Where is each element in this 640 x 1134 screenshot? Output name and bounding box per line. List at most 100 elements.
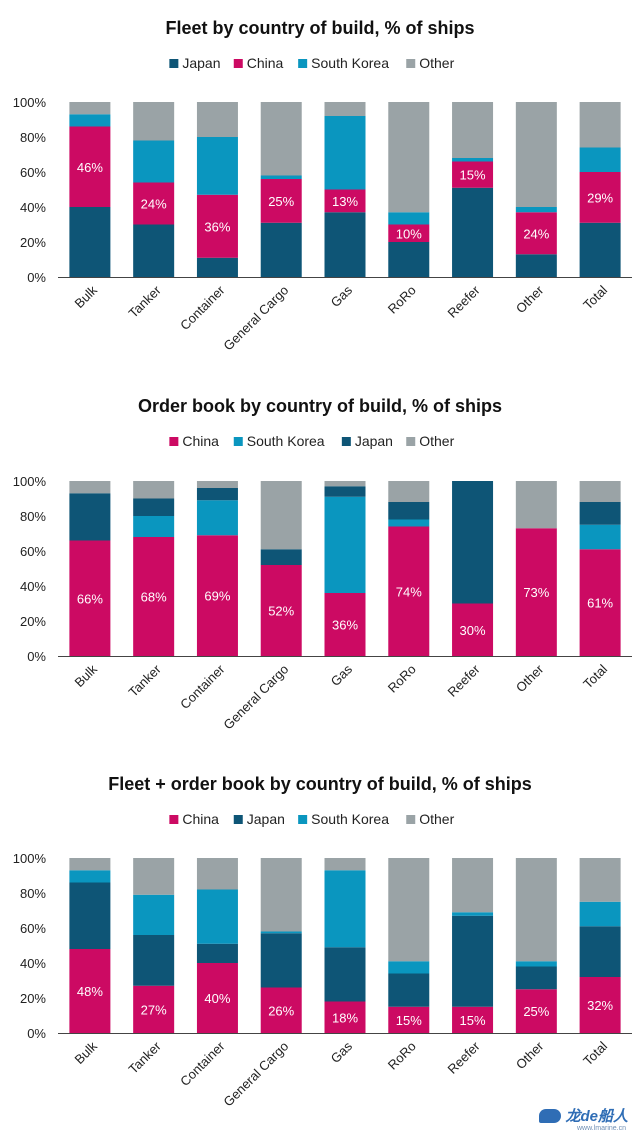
data-label: 13%	[332, 194, 358, 209]
y-tick-label: 100%	[13, 95, 47, 110]
bar-stack: 25%	[260, 102, 302, 277]
bar-segment	[133, 858, 175, 895]
x-tick-label: Other	[513, 282, 547, 316]
legend-swatch	[169, 437, 179, 446]
legend-label: Other	[419, 433, 454, 449]
bar-segment	[452, 161, 494, 188]
y-tick-label: 60%	[20, 921, 46, 936]
bar-segment	[324, 593, 366, 656]
bar-segment	[69, 493, 111, 541]
legend-item: South Korea	[298, 55, 389, 71]
bar-segment	[388, 973, 430, 1007]
bar-stack: 69%	[196, 481, 238, 656]
bar-segment	[515, 528, 557, 656]
bar-segment	[196, 535, 238, 656]
legend-swatch	[169, 59, 179, 68]
legend-label: South Korea	[311, 811, 389, 827]
legend-item: China	[169, 433, 219, 449]
bar-segment	[133, 140, 175, 183]
x-tick-label: Reefer	[444, 282, 483, 321]
legend: China Japan South Korea Other	[169, 811, 455, 827]
data-label: 29%	[587, 190, 613, 205]
bar-segment	[579, 102, 621, 148]
bar-segment	[515, 989, 557, 1033]
bar-stack: 36%	[324, 481, 366, 656]
bar-segment	[196, 500, 238, 536]
y-tick-label: 0%	[27, 649, 46, 664]
bar-segment	[324, 189, 366, 213]
bar-stack: 24%	[515, 102, 557, 277]
chart-1: Fleet by country of build, % of ships Jap…	[13, 18, 632, 353]
x-tick-label: Reefer	[444, 661, 483, 700]
data-label: 25%	[523, 1004, 549, 1019]
bar-segment	[260, 222, 302, 277]
bar-segment	[260, 175, 302, 179]
bar-segment	[579, 147, 621, 172]
data-label: 69%	[204, 589, 230, 604]
x-tick-label: Bulk	[72, 661, 101, 690]
bar-stack: 15%	[452, 858, 494, 1033]
bar-segment	[69, 114, 111, 127]
bar-segment	[133, 498, 175, 516]
bar-stack: 52%	[260, 481, 302, 656]
bar-segment	[133, 516, 175, 537]
x-tick-label: RoRo	[385, 283, 419, 317]
watermark: 龙de船人 www.lmarine.cn	[539, 1105, 628, 1132]
data-label: 24%	[523, 226, 549, 241]
bar-segment	[388, 961, 430, 974]
legend-item: Japan	[341, 433, 393, 449]
bar-segment	[452, 1006, 494, 1033]
bar-segment	[579, 858, 621, 902]
chart-title: Order book by country of build, % of shi…	[138, 396, 502, 416]
chart-title: Fleet + order book by country of build, …	[108, 774, 532, 794]
bar-stack: 26%	[260, 858, 302, 1033]
bar-segment	[452, 481, 494, 604]
y-tick-label: 20%	[20, 235, 46, 250]
bar-segment	[324, 858, 366, 871]
y-tick-label: 60%	[20, 165, 46, 180]
bar-segment	[515, 102, 557, 207]
bar-segment	[324, 102, 366, 116]
bar-segment	[515, 212, 557, 255]
legend-label: South Korea	[311, 55, 389, 71]
bar-segment	[388, 224, 430, 242]
legend-label: China	[182, 811, 219, 827]
bar-segment	[388, 519, 430, 527]
bar-segment	[260, 987, 302, 1033]
bar-segment	[69, 882, 111, 949]
y-tick-label: 100%	[13, 474, 47, 489]
bar-stack: 32%	[579, 858, 621, 1033]
bar-segment	[515, 481, 557, 529]
data-label: 36%	[332, 618, 358, 633]
bar-segment	[196, 889, 238, 944]
bar-segment	[579, 977, 621, 1033]
bar-segment	[388, 858, 430, 962]
bar-segment	[133, 985, 175, 1033]
bar-segment	[69, 207, 111, 277]
data-label: 68%	[141, 590, 167, 605]
data-label: 25%	[268, 194, 294, 209]
bar-segment	[515, 966, 557, 990]
legend-swatch	[233, 815, 243, 824]
legend-label: Japan	[247, 811, 285, 827]
legend-item: Other	[406, 811, 455, 827]
y-tick-label: 60%	[20, 544, 46, 559]
bar-segment	[452, 187, 494, 277]
chart-2: Order book by country of build, % of shi…	[13, 396, 632, 732]
bar-segment	[69, 540, 111, 656]
data-label: 15%	[460, 168, 486, 183]
y-tick-label: 100%	[13, 851, 47, 866]
legend-swatch	[298, 59, 308, 68]
bar-stack: 48%	[69, 858, 111, 1033]
x-tick-label: Bulk	[72, 1038, 101, 1067]
legend-label: China	[247, 55, 284, 71]
legend-item: Japan	[169, 55, 221, 71]
bar-segment	[452, 915, 494, 1007]
bar-segment	[196, 858, 238, 890]
x-tick-label: Tanker	[126, 1038, 165, 1077]
bar-segment	[133, 102, 175, 141]
legend-label: Other	[419, 811, 454, 827]
bar-segment	[515, 254, 557, 277]
legend-label: China	[182, 433, 219, 449]
